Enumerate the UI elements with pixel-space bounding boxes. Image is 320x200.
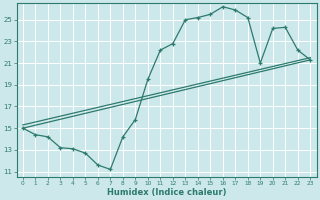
X-axis label: Humidex (Indice chaleur): Humidex (Indice chaleur) [107, 188, 226, 197]
